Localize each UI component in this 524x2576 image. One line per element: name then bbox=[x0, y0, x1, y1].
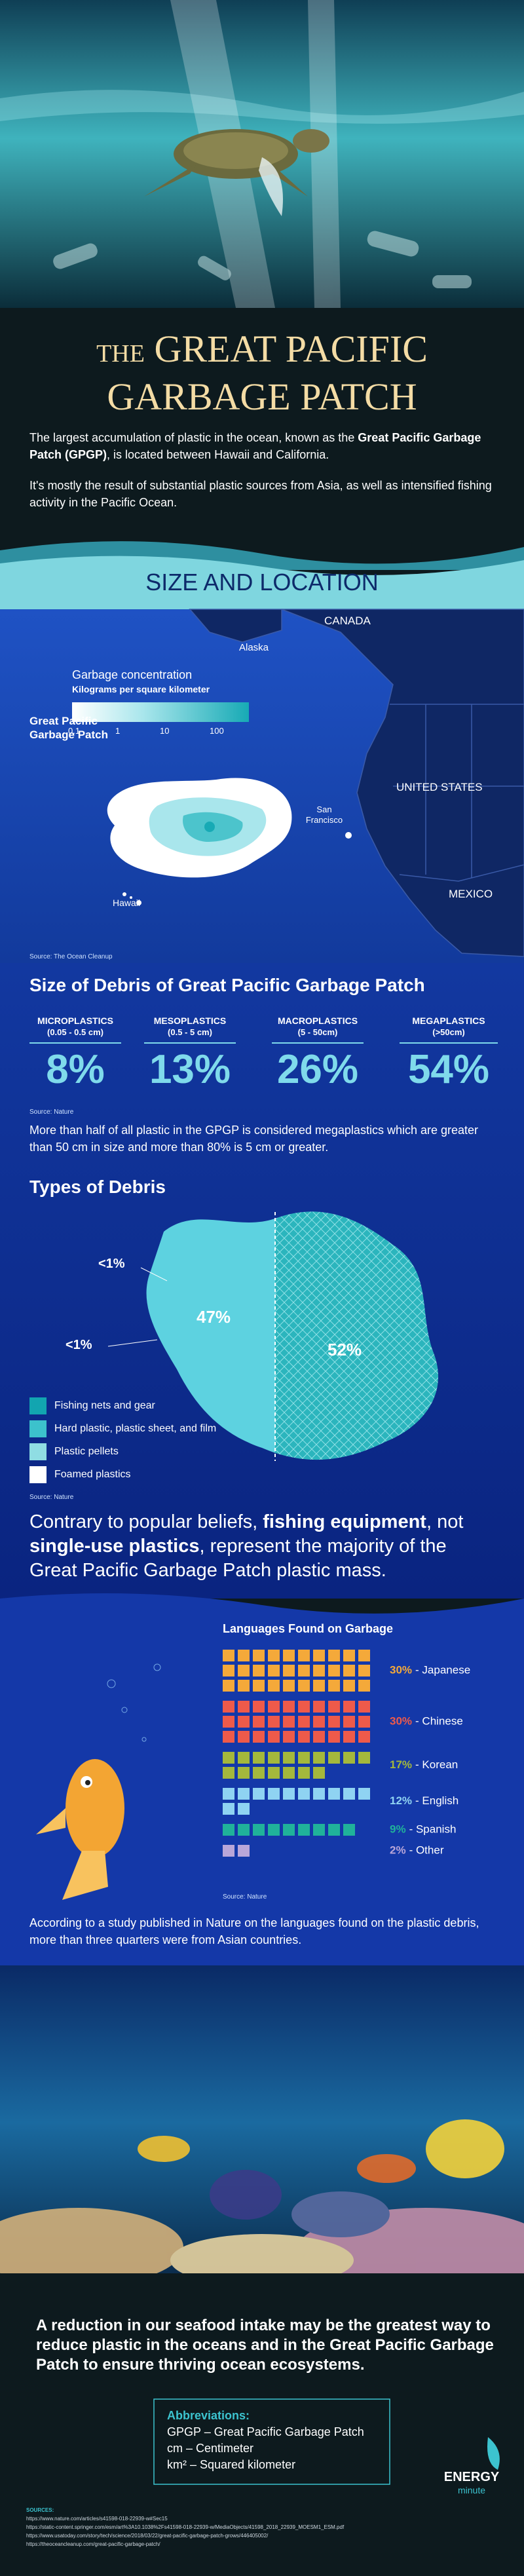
source-url: https://static-content.springer.com/esm/… bbox=[26, 2524, 345, 2530]
map-value: <1% bbox=[98, 1257, 125, 1271]
note-paragraph: More than half of all plastic in the GPG… bbox=[29, 1124, 479, 1154]
size-share: 8% bbox=[46, 1047, 105, 1092]
map-label: CANADA bbox=[324, 615, 371, 627]
study-paragraph: According to a study published in Nature… bbox=[29, 1916, 479, 1946]
size-class: MEGAPLASTICS (>50cm) 54% bbox=[386, 1015, 511, 1093]
abbreviations: Abbreviations: GPGP – Great Pacific Garb… bbox=[167, 2408, 364, 2473]
legend-label: Hard plastic, plastic sheet, and film bbox=[54, 1423, 217, 1434]
size-class: MICROPLASTICS (0.05 - 0.5 cm) 8% bbox=[13, 1015, 138, 1093]
logo-word: minute bbox=[457, 2485, 486, 2495]
text: , is located between Hawaii and Californ… bbox=[107, 448, 329, 461]
statement: Contrary to popular beliefs, fishing equ… bbox=[29, 1510, 495, 1583]
legend-tick: 0.1 bbox=[68, 726, 81, 736]
section-heading: Size of Debris of Great Pacific Garbage … bbox=[29, 975, 425, 995]
logo: ENERGY minute bbox=[436, 2470, 508, 2495]
text: Contrary to popular beliefs, bbox=[29, 1511, 263, 1532]
title-line: GREAT PACIFIC bbox=[154, 328, 428, 370]
text-bold: Great Pacific Garbage Patch (GPGP) bbox=[29, 431, 481, 461]
map-value: 47% bbox=[196, 1307, 231, 1327]
map-label: UNITED STATES bbox=[396, 781, 483, 793]
legend-tick: 1 bbox=[115, 726, 121, 736]
legend-label: Foamed plastics bbox=[54, 1469, 131, 1480]
size-name: MESOPLASTICS bbox=[153, 1015, 227, 1026]
size-share: 54% bbox=[407, 1047, 490, 1092]
size-class: MESOPLASTICS (0.5 - 5 cm) 13% bbox=[128, 1015, 252, 1093]
source: Source: Nature bbox=[29, 1494, 74, 1501]
concentration-scale bbox=[72, 702, 249, 722]
source-url: https://www.usatoday.com/story/tech/scie… bbox=[26, 2533, 269, 2539]
legend-item: Foamed plastics bbox=[29, 1466, 131, 1483]
source-url: https://www.nature.com/articles/s41598-0… bbox=[26, 2516, 168, 2522]
logo-word: ENERGY bbox=[443, 2470, 500, 2484]
conclusion: A reduction in our seafood intake may be… bbox=[36, 2317, 494, 2374]
size-range: (5 - 50cm) bbox=[297, 1027, 338, 1037]
title-line: GARBAGE PATCH bbox=[107, 375, 417, 418]
text-bold: single-use plastics bbox=[29, 1536, 200, 1557]
size-class: MACROPLASTICS (5 - 50cm) 26% bbox=[255, 1015, 380, 1093]
map-value: 52% bbox=[328, 1340, 362, 1359]
legend-label: Plastic pellets bbox=[54, 1446, 119, 1457]
sources-title: SOURCES: bbox=[26, 2507, 54, 2513]
north-america bbox=[189, 609, 524, 957]
legend-tick: 10 bbox=[160, 726, 170, 736]
map-label: MEXICO bbox=[449, 888, 493, 900]
text: , not bbox=[426, 1511, 464, 1532]
abbreviation: km² – Squared kilometer bbox=[167, 2458, 296, 2471]
map-label: Alaska bbox=[239, 642, 269, 653]
goldfish bbox=[36, 1759, 124, 1900]
text-bold: fishing equipment bbox=[263, 1511, 426, 1532]
abbreviations-box bbox=[153, 2398, 390, 2485]
size-name: MACROPLASTICS bbox=[277, 1015, 358, 1026]
sources: SOURCES: https://www.nature.com/articles… bbox=[26, 2506, 344, 2548]
legend-item: Fishing nets and gear bbox=[29, 1397, 155, 1414]
title: THE GREAT PACIFIC GARBAGE PATCH bbox=[0, 328, 524, 419]
size-share: 26% bbox=[276, 1047, 359, 1092]
section-heading: Types of Debris bbox=[29, 1177, 166, 1197]
legend-item: Plastic pellets bbox=[29, 1443, 119, 1460]
size-name: MEGAPLASTICS bbox=[412, 1015, 485, 1026]
size-name: MICROPLASTICS bbox=[37, 1015, 113, 1026]
turtle bbox=[144, 129, 329, 216]
text: The largest accumulation of plastic in t… bbox=[29, 431, 358, 444]
legend-tick: 100 bbox=[210, 726, 224, 736]
size-share: 13% bbox=[149, 1047, 231, 1092]
legend-subtitle: Kilograms per square kilometer bbox=[72, 684, 210, 694]
map-label: San Francisco bbox=[305, 805, 343, 825]
source-url: https://theoceancleanup.com/great-pacifi… bbox=[26, 2541, 160, 2547]
legend-label: Fishing nets and gear bbox=[54, 1400, 155, 1411]
abbreviation: GPGP – Great Pacific Garbage Patch bbox=[167, 2425, 364, 2438]
garbage-patch bbox=[107, 778, 292, 878]
size-range: (0.05 - 0.5 cm) bbox=[47, 1027, 103, 1037]
abbreviation: cm – Centimeter bbox=[167, 2442, 254, 2455]
legend-title: Garbage concentration bbox=[72, 668, 193, 681]
source: Source: Nature bbox=[29, 1108, 74, 1116]
source: Source: The Ocean Cleanup bbox=[29, 953, 113, 960]
size-range: (0.5 - 5 cm) bbox=[168, 1027, 212, 1037]
patch-label: Great Pacific Garbage Patch bbox=[29, 715, 108, 741]
text: , represent the majority of the Great Pa… bbox=[29, 1536, 447, 1581]
debris-type-map bbox=[146, 1211, 439, 1460]
size-range: (>50cm) bbox=[432, 1027, 465, 1037]
intro-paragraph: It's mostly the result of substantial pl… bbox=[29, 479, 492, 509]
title-prefix: THE bbox=[96, 340, 145, 368]
map-label: Hawaii bbox=[113, 898, 141, 908]
section-title: SIZE AND LOCATION bbox=[145, 569, 379, 596]
abbreviations-title: Abbreviations: bbox=[167, 2409, 250, 2422]
intro-paragraph: The largest accumulation of plastic in t… bbox=[29, 429, 495, 463]
legend-item: Hard plastic, plastic sheet, and film bbox=[29, 1420, 216, 1437]
map-value: <1% bbox=[66, 1338, 92, 1352]
